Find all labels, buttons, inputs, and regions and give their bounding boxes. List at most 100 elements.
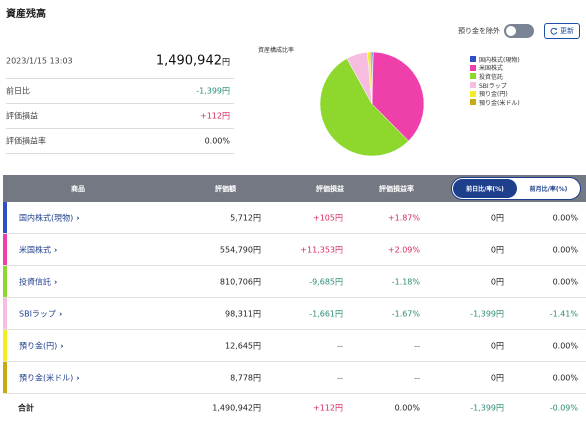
- row-profit-loss: +105円: [313, 213, 343, 222]
- legend-item: 米国株式: [470, 64, 520, 73]
- tab-daily-comparison[interactable]: 前日比/率(%): [453, 179, 517, 198]
- total-profit-loss-rate: 0.00%: [394, 403, 420, 412]
- chart-title: 資産構成比率: [258, 47, 295, 54]
- total-assets-unit: 円: [222, 57, 230, 67]
- total-value: 1,490,942円: [212, 403, 261, 412]
- row-profit-loss-rate: -1.67%: [391, 309, 420, 318]
- row-profit-loss-rate: --: [414, 373, 420, 382]
- legend-swatch: [470, 99, 476, 106]
- exclude-deposit-toggle-group: 預り金を除外: [458, 24, 534, 38]
- tab-monthly-comparison[interactable]: 前月比/率(%): [529, 186, 568, 193]
- row-change: 0円: [490, 341, 504, 350]
- total-label: 合計: [18, 403, 34, 412]
- row-change-rate: 0.00%: [552, 245, 578, 254]
- exclude-deposit-label: 預り金を除外: [458, 27, 500, 35]
- row-value: 554,790円: [219, 245, 261, 254]
- row-profit-loss-rate: +2.09%: [387, 245, 420, 254]
- legend-item: 投資信託: [470, 72, 520, 81]
- total-profit-loss: +112円: [313, 403, 343, 412]
- profit-loss-label: 評価損益: [6, 111, 38, 121]
- row-value: 810,706円: [219, 277, 261, 286]
- product-link[interactable]: 米国株式 ›: [19, 244, 57, 255]
- legend-label: 米国株式: [479, 65, 504, 73]
- toggle-knob: [506, 26, 516, 36]
- row-color-bar: [3, 266, 7, 297]
- product-name: 国内株式(現物): [19, 213, 74, 222]
- header-profit-loss-rate: 評価損益率: [379, 184, 414, 193]
- daily-change-value: -1,399円: [196, 86, 230, 96]
- refresh-button[interactable]: 更新: [544, 23, 580, 39]
- holdings-table: 商品 評価額 評価損益 評価損益率 前日比/率(%) 前月比/率(%) 国内株式…: [3, 175, 586, 421]
- row-profit-loss: -9,685円: [309, 277, 343, 286]
- comparison-toggle: 前日比/率(%) 前月比/率(%): [451, 177, 581, 200]
- product-link[interactable]: 預り金(米ドル) ›: [19, 372, 80, 383]
- row-color-bar: [3, 298, 7, 329]
- product-name: 米国株式: [19, 245, 51, 254]
- row-change-rate: 0.00%: [552, 277, 578, 286]
- header-value: 評価額: [215, 184, 236, 193]
- legend-swatch: [470, 64, 476, 71]
- summary-row-profit-loss: 評価損益 +112円: [6, 104, 234, 129]
- pie-slice: [319, 58, 409, 157]
- row-value: 12,645円: [225, 341, 261, 350]
- table-row: 投資信託 › 810,706円 -9,685円 -1.18% 0円 0.00%: [3, 266, 586, 298]
- product-name: SBIラップ: [19, 309, 56, 318]
- row-change-rate: 0.00%: [552, 341, 578, 350]
- row-change: 0円: [490, 277, 504, 286]
- row-change: -1,399円: [470, 309, 504, 318]
- table-row: 預り金(円) › 12,645円 -- -- 0円 0.00%: [3, 330, 586, 362]
- row-profit-loss: -1,661円: [309, 309, 343, 318]
- product-link[interactable]: 国内株式(現物) ›: [19, 212, 80, 223]
- row-change-rate: -1.41%: [549, 309, 578, 318]
- profit-loss-value: +112円: [200, 111, 230, 121]
- row-color-bar: [3, 202, 7, 233]
- legend-label: 預り金(円): [479, 91, 508, 99]
- product-link[interactable]: SBIラップ ›: [19, 308, 62, 319]
- legend-item: 国内株式(現物): [470, 55, 520, 64]
- legend-item: 預り金(円): [470, 89, 520, 98]
- product-name: 投資信託: [19, 277, 51, 286]
- legend-swatch: [470, 73, 476, 80]
- product-link[interactable]: 投資信託 ›: [19, 276, 57, 287]
- profit-loss-rate-label: 評価損益率: [6, 136, 46, 146]
- table-total-row: 合計 1,490,942円 +112円 0.00% -1,399円 -0.09%: [3, 394, 586, 421]
- exclude-deposit-toggle[interactable]: [504, 24, 534, 38]
- total-change: -1,399円: [470, 403, 504, 412]
- row-color-bar: [3, 234, 7, 265]
- chevron-right-icon: ›: [76, 213, 80, 222]
- asset-pie-chart: [319, 51, 425, 157]
- row-color-bar: [3, 330, 7, 361]
- refresh-icon: [550, 27, 558, 35]
- row-change: 0円: [490, 245, 504, 254]
- page-title: 資産残高: [6, 9, 46, 20]
- chevron-right-icon: ›: [54, 245, 58, 254]
- header-product: 商品: [71, 184, 85, 193]
- legend-swatch: [470, 90, 476, 97]
- summary-datetime: 2023/1/15 13:03: [6, 56, 73, 66]
- row-value: 8,778円: [230, 373, 261, 382]
- row-value: 98,311円: [225, 309, 261, 318]
- legend-swatch: [470, 56, 476, 63]
- pie-slice: [369, 51, 373, 105]
- legend-label: 国内株式(現物): [479, 56, 520, 64]
- total-change-rate: -0.09%: [549, 403, 578, 412]
- product-name: 預り金(米ドル): [19, 373, 74, 382]
- chevron-right-icon: ›: [58, 309, 63, 318]
- legend-item: 預り金(米ドル): [470, 98, 520, 107]
- refresh-label: 更新: [560, 27, 574, 35]
- summary-total-row: 2023/1/15 13:03 1,490,942円: [6, 44, 234, 79]
- row-profit-loss-rate: -1.18%: [391, 277, 420, 286]
- legend-label: 投資信託: [479, 73, 504, 81]
- table-row: 米国株式 › 554,790円 +11,353円 +2.09% 0円 0.00%: [3, 234, 586, 266]
- legend-swatch: [470, 82, 476, 89]
- profit-loss-rate-value: 0.00%: [204, 136, 230, 146]
- table-row: SBIラップ › 98,311円 -1,661円 -1.67% -1,399円 -…: [3, 298, 586, 330]
- row-change-rate: 0.00%: [552, 213, 578, 222]
- chevron-right-icon: ›: [76, 373, 80, 382]
- row-profit-loss: --: [337, 373, 343, 382]
- table-header: 商品 評価額 評価損益 評価損益率 前日比/率(%) 前月比/率(%): [3, 175, 586, 202]
- product-link[interactable]: 預り金(円) ›: [19, 340, 64, 351]
- chevron-right-icon: ›: [54, 277, 58, 286]
- summary-row-daily-change: 前日比 -1,399円: [6, 79, 234, 104]
- summary-panel: 2023/1/15 13:03 1,490,942円 前日比 -1,399円 評…: [6, 44, 234, 154]
